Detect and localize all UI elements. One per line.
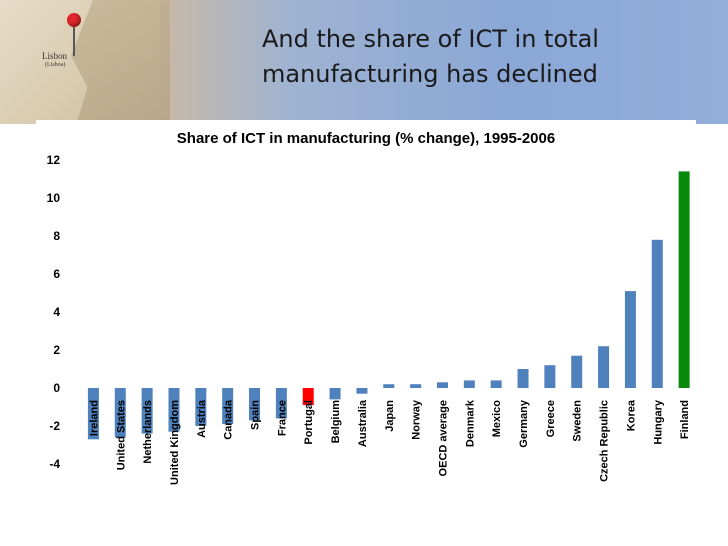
bar — [383, 384, 395, 388]
bar — [651, 239, 663, 388]
bar — [114, 388, 126, 438]
x-tick-label: Canada — [223, 399, 235, 440]
bar — [87, 388, 99, 440]
x-tick-label: Denmark — [464, 399, 476, 447]
bar — [598, 346, 610, 388]
x-tick-label: Australia — [357, 399, 369, 447]
map-city-subname: (Lisboa) — [45, 62, 66, 68]
y-tick-label: 2 — [53, 343, 60, 357]
x-tick-label: Ireland — [88, 400, 100, 436]
x-tick-label: Hungary — [652, 399, 664, 445]
y-tick-label: -4 — [49, 457, 60, 471]
bar — [410, 384, 422, 388]
x-tick-label: Norway — [411, 399, 423, 440]
bar — [141, 388, 153, 434]
x-tick-label: United Kingdom — [169, 400, 181, 485]
y-tick-label: -2 — [49, 419, 60, 433]
bar — [329, 388, 341, 400]
x-tick-label: Greece — [545, 400, 557, 437]
map-thumbnail: Lisbon (Lisboa) — [0, 0, 170, 124]
bar — [195, 388, 207, 426]
x-tick-label: Japan — [384, 400, 396, 432]
y-axis: 12 10 8 6 4 2 0 -2 -4 — [47, 153, 61, 471]
map-city-label: Lisbon (Lisboa) — [42, 52, 67, 70]
x-tick-label: France — [276, 400, 288, 436]
bar — [571, 355, 583, 388]
map-land-shape — [71, 0, 170, 124]
x-tick-label: Germany — [518, 399, 530, 448]
x-tick-label: OECD average — [437, 400, 449, 476]
x-tick-label: Mexico — [491, 400, 503, 438]
bar — [356, 388, 368, 394]
bar — [463, 380, 475, 388]
x-tick-label: Finland — [679, 400, 691, 439]
slide-title: And the share of ICT in total manufactur… — [262, 22, 702, 92]
bar — [624, 291, 636, 388]
x-tick-label: Korea — [625, 399, 637, 431]
bar-chart: Share of ICT in manufacturing (% change)… — [47, 130, 691, 485]
bar — [302, 388, 314, 406]
bar — [249, 388, 261, 421]
bar — [275, 388, 287, 419]
bar — [168, 388, 180, 432]
y-tick-label: 0 — [53, 381, 60, 395]
map-pin-icon — [67, 13, 81, 27]
map-pin-needle — [73, 26, 75, 56]
x-tick-label: Austria — [196, 399, 208, 438]
y-tick-label: 10 — [47, 191, 61, 205]
x-tick-label: Netherlands — [142, 400, 154, 464]
x-tick-label: United States — [115, 400, 127, 470]
y-tick-label: 8 — [53, 229, 60, 243]
x-tick-label: Czech Republic — [599, 400, 611, 482]
x-tick-label: Sweden — [572, 400, 584, 442]
y-tick-label: 12 — [47, 153, 61, 167]
map-city-name: Lisbon — [42, 51, 68, 61]
bar — [517, 369, 529, 388]
x-tick-label: Spain — [250, 400, 262, 430]
bar — [490, 380, 502, 388]
bar — [544, 365, 556, 388]
bar — [222, 388, 234, 425]
slide-title-line-2: manufacturing has declined — [262, 60, 598, 88]
bar-series — [87, 171, 690, 440]
y-tick-label: 4 — [53, 305, 60, 319]
slide-header: Lisbon (Lisboa) And the share of ICT in … — [0, 0, 728, 124]
bar — [678, 171, 690, 388]
chart-area: Share of ICT in manufacturing (% change)… — [36, 120, 696, 546]
bar — [436, 382, 448, 388]
slide-title-line-1: And the share of ICT in total — [262, 25, 599, 53]
x-tick-label: Belgium — [330, 400, 342, 444]
chart-title: Share of ICT in manufacturing (% change)… — [177, 130, 555, 147]
y-tick-label: 6 — [53, 267, 60, 281]
x-tick-label: Portugal — [303, 400, 315, 445]
x-axis-labels: Ireland United States Netherlands United Ki… — [88, 399, 691, 485]
